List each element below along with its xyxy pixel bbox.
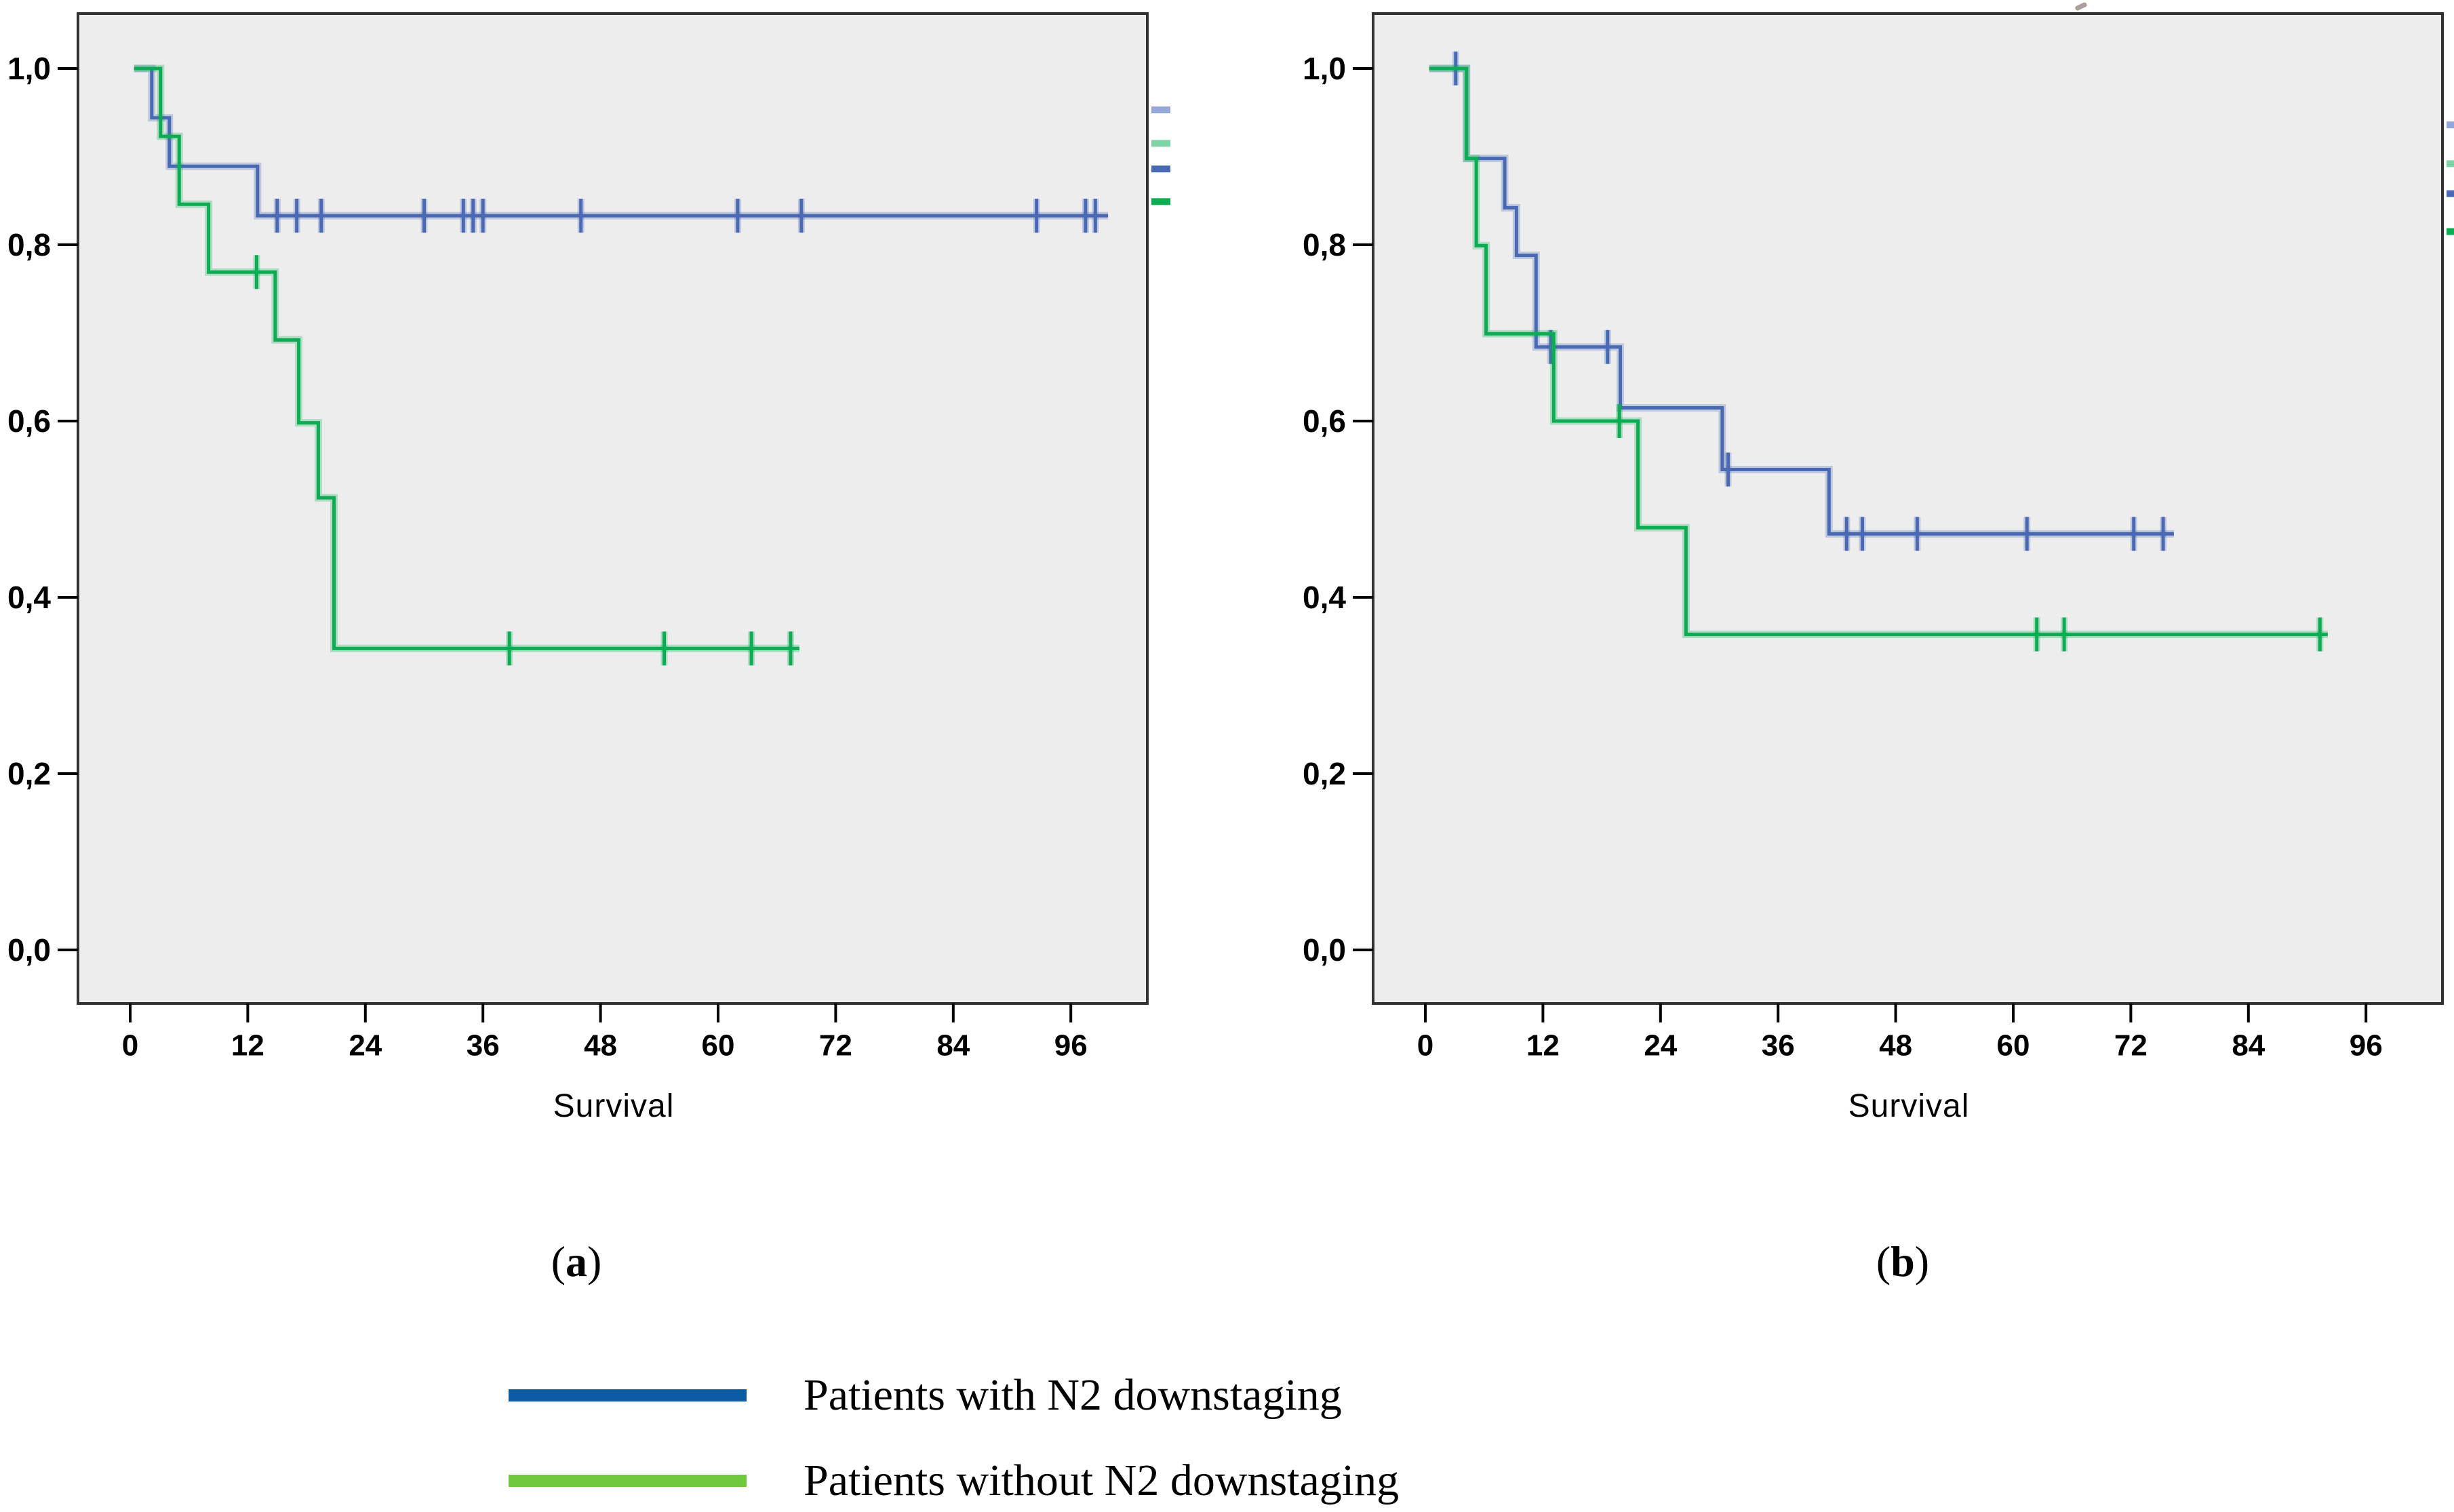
km-curve [134, 66, 1109, 218]
legend-label-with-downstaging: Patients with N2 downstaging [804, 1370, 1342, 1420]
y-tick-label: 0,0 [1303, 932, 1346, 968]
x-tick-label: 12 [231, 1029, 264, 1062]
plot-area [1372, 12, 2444, 1005]
km-curve [1429, 66, 2174, 536]
legend-swatch-green [509, 1475, 747, 1487]
edge-legend-dash [2447, 190, 2454, 197]
legend-label-without-downstaging: Patients without N2 downstaging [804, 1456, 1400, 1505]
edge-legend-dash [1151, 165, 1170, 173]
caption-b-letter: b [1891, 1237, 1915, 1286]
x-tick-label: 48 [1879, 1029, 1912, 1062]
x-tick-label: 36 [1762, 1029, 1795, 1062]
caption-b-close: ) [1914, 1237, 1930, 1286]
x-tick-label: 0 [1417, 1029, 1433, 1062]
x-tick-label: 84 [2232, 1029, 2265, 1062]
km-curve [134, 66, 799, 650]
y-tick-label: 1,0 [1303, 51, 1346, 86]
plot-area [77, 12, 1149, 1005]
km-panel-a: 1,0 0,8 0,6 0,4 0,2 0,0 0 12 24 36 48 60 72 84 96 Surv… [0, 0, 1227, 1220]
y-tick-label: 0,8 [1303, 227, 1346, 262]
caption-a-open: ( [551, 1237, 566, 1286]
legend-item-with-downstaging: Patients with N2 downstaging [509, 1364, 1342, 1427]
x-tick-label: 0 [122, 1029, 138, 1062]
x-axis-title-b: Survival [1848, 1088, 1970, 1124]
y-tick-label: 0,2 [1303, 756, 1346, 791]
x-tick-label: 12 [1526, 1029, 1560, 1062]
x-tick-label: 48 [584, 1029, 617, 1062]
y-tick-label: 0,4 [1303, 580, 1346, 615]
edge-legend-dash [2447, 121, 2454, 129]
km-curve [1429, 66, 2328, 637]
y-tick-label: 0,8 [7, 227, 51, 262]
x-tick-label: 96 [1054, 1029, 1088, 1062]
caption-a-close: ) [587, 1237, 602, 1286]
x-tick-label: 24 [1644, 1029, 1677, 1062]
x-tick-label: 96 [2350, 1029, 2383, 1062]
edge-legend-dash [2447, 160, 2454, 167]
edge-legend-dash [1151, 140, 1170, 147]
y-tick-label: 0,0 [7, 932, 51, 968]
edge-legend-dash [1151, 198, 1170, 205]
caption-b-open: ( [1876, 1237, 1891, 1286]
km-panel-b: 1,0 0,8 0,6 0,4 0,2 0,0 0 12 24 36 48 60 72 84 96 Surv… [1295, 0, 2454, 1220]
x-tick-label: 60 [1997, 1029, 2030, 1062]
x-tick-label: 72 [2114, 1029, 2148, 1062]
x-tick-label: 24 [349, 1029, 382, 1062]
survival-plot-b: 1,0 0,8 0,6 0,4 0,2 0,0 0 12 24 36 48 60 72 84 96 [1303, 12, 2454, 1062]
legend-swatch-blue [509, 1389, 747, 1401]
edge-legend-dash [1151, 106, 1170, 114]
legend-item-without-downstaging: Patients without N2 downstaging [509, 1450, 1399, 1512]
y-tick-label: 0,2 [7, 756, 51, 791]
y-tick-label: 1,0 [7, 51, 51, 86]
x-tick-label: 84 [936, 1029, 970, 1062]
y-tick-label: 0,6 [1303, 403, 1346, 439]
y-tick-label: 0,6 [7, 403, 51, 439]
x-tick-label: 60 [702, 1029, 735, 1062]
x-tick-label: 36 [467, 1029, 500, 1062]
caption-b: (b) [1815, 1237, 1991, 1287]
caption-a: (a) [488, 1237, 665, 1287]
x-tick-label: 72 [819, 1029, 852, 1062]
y-tick-label: 0,4 [7, 580, 51, 615]
caption-a-letter: a [566, 1237, 587, 1286]
edge-legend-dash [2447, 228, 2454, 235]
x-axis-title-a: Survival [553, 1088, 675, 1124]
survival-plot-a: 1,0 0,8 0,6 0,4 0,2 0,0 0 12 24 36 48 60 72 84 96 [7, 12, 1170, 1062]
